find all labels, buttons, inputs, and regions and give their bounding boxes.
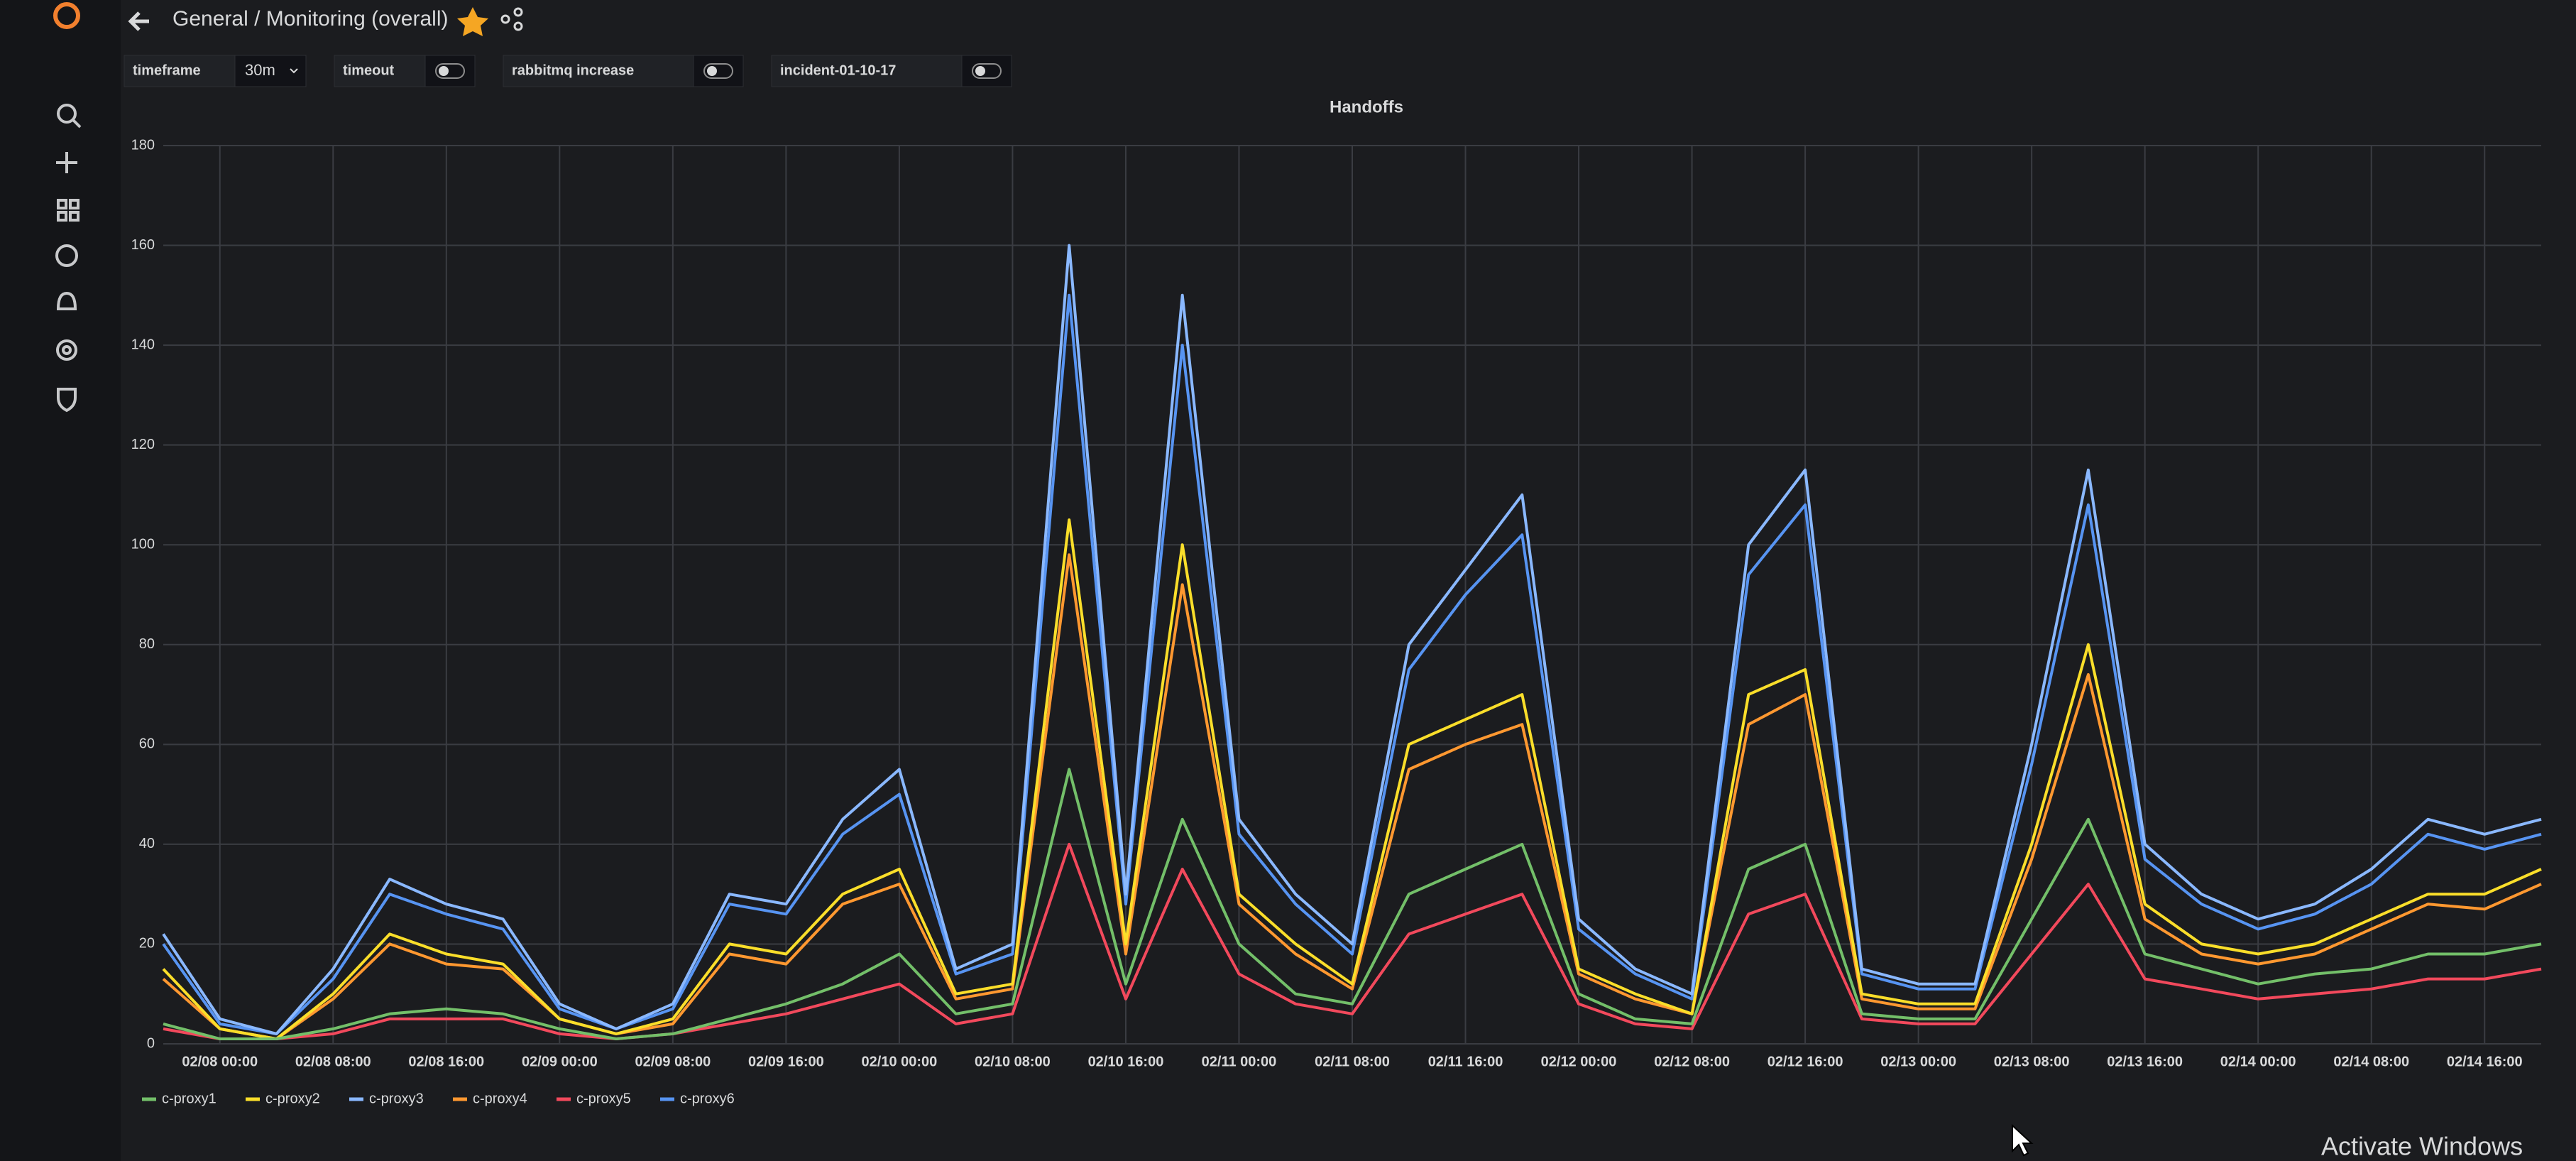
- x-tick-label: 02/11 08:00: [1315, 1054, 1390, 1069]
- breadcrumb[interactable]: General / Monitoring (overall): [172, 7, 449, 31]
- variable-label-box: [771, 55, 963, 87]
- variable-label: timeframe: [133, 62, 201, 78]
- back-button[interactable]: [128, 11, 149, 31]
- variable-label: rabbitmq increase: [512, 62, 634, 78]
- share-button[interactable]: [500, 7, 523, 31]
- y-tick-label: 80: [139, 636, 155, 652]
- dropdown-caret: [290, 68, 298, 74]
- x-tick-label: 02/09 08:00: [635, 1054, 711, 1069]
- x-tick-label: 02/14 00:00: [2220, 1054, 2296, 1069]
- legend-label[interactable]: c-proxy5: [576, 1091, 631, 1106]
- x-tick-label: 02/13 00:00: [1880, 1054, 1956, 1069]
- series-line: [162, 518, 2542, 1040]
- legend-label[interactable]: c-proxy2: [265, 1091, 320, 1106]
- x-tick-label: 02/08 00:00: [182, 1054, 258, 1069]
- variable-value[interactable]: 30m: [245, 61, 275, 79]
- x-tick-label: 02/13 08:00: [1994, 1054, 2070, 1069]
- x-tick-label: 02/12 16:00: [1767, 1054, 1843, 1069]
- y-tick-label: 180: [131, 137, 155, 153]
- legend-label[interactable]: c-proxy1: [162, 1091, 217, 1106]
- variable-label: incident-01-10-17: [780, 62, 896, 78]
- series-line: [162, 244, 2542, 1035]
- y-tick-label: 100: [131, 537, 155, 552]
- y-tick-label: 40: [139, 836, 155, 851]
- variable-switch-box: [961, 55, 1012, 87]
- series-line: [163, 842, 2542, 1040]
- windows-watermark: Activate Windows: [2321, 1132, 2523, 1161]
- y-tick-label: 120: [131, 437, 155, 452]
- panel-title: Handoffs: [1330, 97, 1403, 116]
- x-tick-label: 02/11 00:00: [1202, 1054, 1277, 1069]
- series-line: [162, 293, 2542, 1035]
- mouse-cursor: [2012, 1123, 2034, 1157]
- variable-switch-box: [424, 55, 476, 87]
- x-tick-label: 02/08 08:00: [295, 1054, 371, 1069]
- variable-label: timeout: [343, 62, 395, 78]
- toggle-switch[interactable]: [435, 63, 465, 79]
- y-tick-label: 160: [131, 237, 155, 253]
- x-tick-label: 02/09 00:00: [522, 1054, 598, 1069]
- toggle-knob: [975, 66, 985, 76]
- x-tick-label: 02/09 16:00: [748, 1054, 824, 1069]
- y-tick-label: 0: [147, 1035, 155, 1051]
- legend-label[interactable]: c-proxy6: [680, 1091, 735, 1106]
- toggle-knob: [707, 66, 717, 76]
- variable-select[interactable]: [234, 55, 307, 87]
- grafana-logo[interactable]: [53, 2, 80, 29]
- explore-icon[interactable]: [55, 244, 78, 267]
- series-line: [163, 768, 2542, 1040]
- x-tick-label: 02/12 00:00: [1541, 1054, 1617, 1069]
- x-tick-label: 02/11 16:00: [1428, 1054, 1503, 1069]
- config-icon[interactable]: [56, 339, 77, 361]
- star-button[interactable]: [457, 7, 488, 36]
- toggle-knob: [439, 66, 449, 76]
- y-tick-label: 140: [131, 337, 155, 352]
- create-icon[interactable]: [56, 152, 77, 173]
- x-tick-label: 02/10 00:00: [862, 1054, 938, 1069]
- variable-label-box: [334, 55, 426, 87]
- x-tick-label: 02/12 08:00: [1654, 1054, 1730, 1069]
- sidebar: [0, 0, 121, 1161]
- variable-switch-box: [693, 55, 744, 87]
- x-tick-label: 02/13 16:00: [2107, 1054, 2183, 1069]
- dashboards-icon[interactable]: [57, 199, 67, 209]
- toggle-switch[interactable]: [972, 63, 1002, 79]
- toggle-switch[interactable]: [703, 63, 733, 79]
- alerting-icon[interactable]: [56, 291, 77, 310]
- y-tick-label: 20: [139, 936, 155, 952]
- variables-bar: timeframe 30m timeout rabbitmq increase inci…: [124, 55, 1012, 87]
- x-tick-label: 02/14 08:00: [2333, 1054, 2409, 1069]
- x-tick-label: 02/08 16:00: [408, 1054, 484, 1069]
- search-icon[interactable]: [57, 104, 77, 124]
- legend-label[interactable]: c-proxy4: [473, 1091, 527, 1106]
- x-tick-label: 02/10 16:00: [1088, 1054, 1164, 1069]
- x-tick-label: 02/14 16:00: [2447, 1054, 2523, 1069]
- y-tick-label: 60: [139, 736, 155, 752]
- sidebar-icons: [55, 104, 82, 413]
- legend-label[interactable]: c-proxy3: [369, 1091, 424, 1106]
- admin-icon[interactable]: [57, 388, 77, 413]
- x-tick-label: 02/10 08:00: [975, 1054, 1051, 1069]
